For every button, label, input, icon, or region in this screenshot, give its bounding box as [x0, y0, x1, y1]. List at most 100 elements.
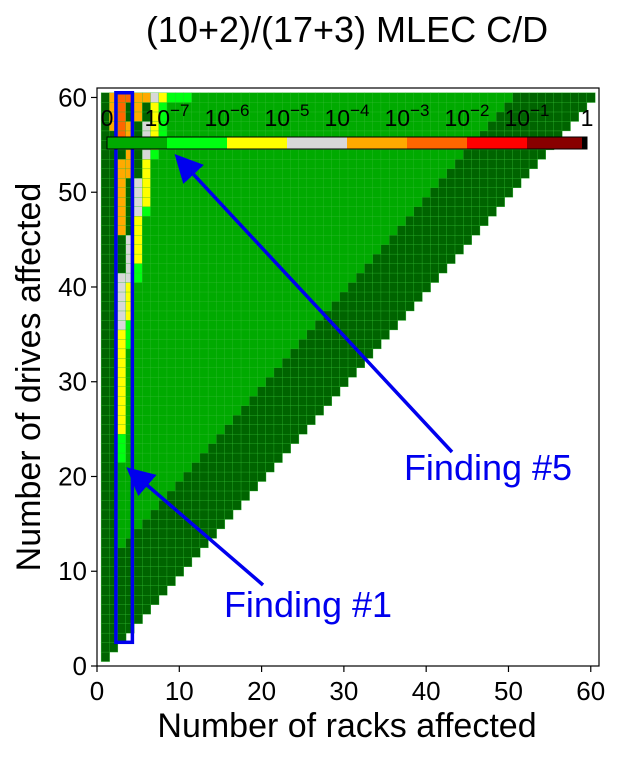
heatmap-cell — [133, 168, 143, 179]
heatmap-cell — [339, 244, 349, 255]
heatmap-cell — [175, 196, 184, 207]
heatmap-cell — [265, 177, 275, 188]
colorbar-label: 10−4 — [325, 101, 370, 131]
heatmap-cell — [495, 102, 505, 113]
heatmap-cell — [117, 329, 127, 340]
heatmap-cell — [364, 196, 374, 207]
heatmap-cell — [323, 301, 333, 312]
heatmap-cell — [150, 357, 160, 369]
heatmap-cell — [430, 187, 440, 198]
heatmap-cell — [117, 414, 127, 425]
heatmap-cell — [339, 92, 349, 103]
heatmap-cell — [421, 196, 431, 207]
heatmap-cell — [240, 348, 250, 359]
heatmap-cell — [133, 301, 143, 312]
heatmap-cell — [323, 92, 333, 103]
heatmap-cell — [183, 462, 193, 473]
heatmap-cell — [232, 357, 242, 369]
heatmap-cell — [306, 234, 316, 245]
heatmap-cell — [339, 158, 349, 170]
heatmap-cell — [273, 414, 283, 425]
heatmap-cell — [413, 196, 423, 207]
heatmap-cell — [380, 187, 390, 198]
heatmap-cell — [175, 518, 184, 530]
heatmap-cell — [133, 177, 143, 188]
heatmap-cell — [224, 424, 234, 435]
heatmap-cell — [298, 329, 308, 340]
heatmap-cell — [191, 357, 201, 369]
heatmap-cell — [463, 158, 472, 170]
heatmap-cell — [240, 301, 250, 312]
heatmap-cell — [273, 405, 283, 416]
heatmap-cell — [413, 225, 423, 236]
heatmap-cell — [232, 187, 242, 198]
heatmap-cell — [232, 490, 242, 501]
heatmap-cell — [166, 386, 176, 397]
heatmap-cell — [199, 301, 209, 312]
heatmap-cell — [133, 566, 143, 577]
heatmap-cell — [397, 187, 407, 198]
heatmap-cell — [158, 158, 168, 170]
heatmap-cell — [471, 177, 481, 188]
heatmap-cell — [281, 225, 291, 236]
heatmap-cell — [158, 556, 168, 567]
heatmap-cell — [150, 158, 160, 170]
heatmap-cell — [100, 604, 110, 615]
heatmap-cell — [380, 282, 390, 293]
heatmap-cell — [430, 158, 440, 170]
heatmap-cell — [356, 168, 365, 179]
heatmap-cell — [240, 234, 250, 245]
heatmap-cell — [224, 443, 234, 454]
heatmap-cell — [133, 158, 143, 170]
heatmap-cell — [199, 225, 209, 236]
x-axis-title: Number of racks affected — [157, 707, 536, 745]
heatmap-cell — [339, 177, 349, 188]
heatmap-cell — [339, 376, 349, 387]
heatmap-cell — [232, 253, 242, 264]
heatmap-cell — [183, 177, 193, 188]
annotation-arrow — [174, 153, 454, 454]
colorbar-label: 1 — [581, 105, 594, 131]
heatmap-cell — [347, 206, 357, 217]
heatmap-cell — [430, 196, 440, 207]
colorbar-label: 10−2 — [445, 101, 490, 131]
heatmap-cell — [430, 92, 440, 103]
heatmap-cell — [100, 566, 110, 577]
heatmap-cell — [388, 244, 398, 255]
heatmap-cell — [240, 177, 250, 188]
heatmap-cell — [232, 291, 242, 302]
heatmap-cell — [438, 187, 448, 198]
heatmap-cell — [290, 120, 300, 132]
heatmap-cell — [158, 282, 168, 293]
heatmap-cell — [207, 149, 217, 160]
heatmap-cell — [133, 92, 143, 103]
heatmap-cell — [249, 310, 258, 321]
heatmap-cell — [216, 386, 226, 397]
heatmap-cell — [405, 234, 415, 245]
heatmap-cell — [158, 443, 168, 454]
heatmap-cell — [183, 443, 193, 454]
heatmap-cell — [158, 215, 168, 226]
heatmap-cell — [158, 405, 168, 416]
heatmap-cell — [372, 301, 382, 312]
heatmap-cell — [232, 329, 242, 340]
heatmap-cell — [364, 234, 374, 245]
heatmap-cell — [175, 253, 184, 264]
heatmap-cell — [372, 329, 382, 340]
heatmap-cell — [224, 196, 234, 207]
chart-title: (10+2)/(17+3) MLEC C/D — [146, 9, 548, 50]
heatmap-cell — [232, 301, 242, 312]
heatmap-cell — [158, 433, 168, 444]
heatmap-cell — [347, 319, 357, 331]
heatmap-cell — [199, 424, 209, 435]
heatmap-cell — [347, 158, 357, 170]
heatmap-cell — [191, 500, 201, 511]
heatmap-cell — [207, 301, 217, 312]
heatmap-cell — [166, 462, 176, 473]
heatmap-cell — [224, 319, 234, 331]
heatmap-cell — [405, 177, 415, 188]
heatmap-cell — [232, 149, 242, 160]
heatmap-cell — [265, 433, 275, 444]
heatmap-cell — [175, 433, 184, 444]
heatmap-cell — [298, 310, 308, 321]
